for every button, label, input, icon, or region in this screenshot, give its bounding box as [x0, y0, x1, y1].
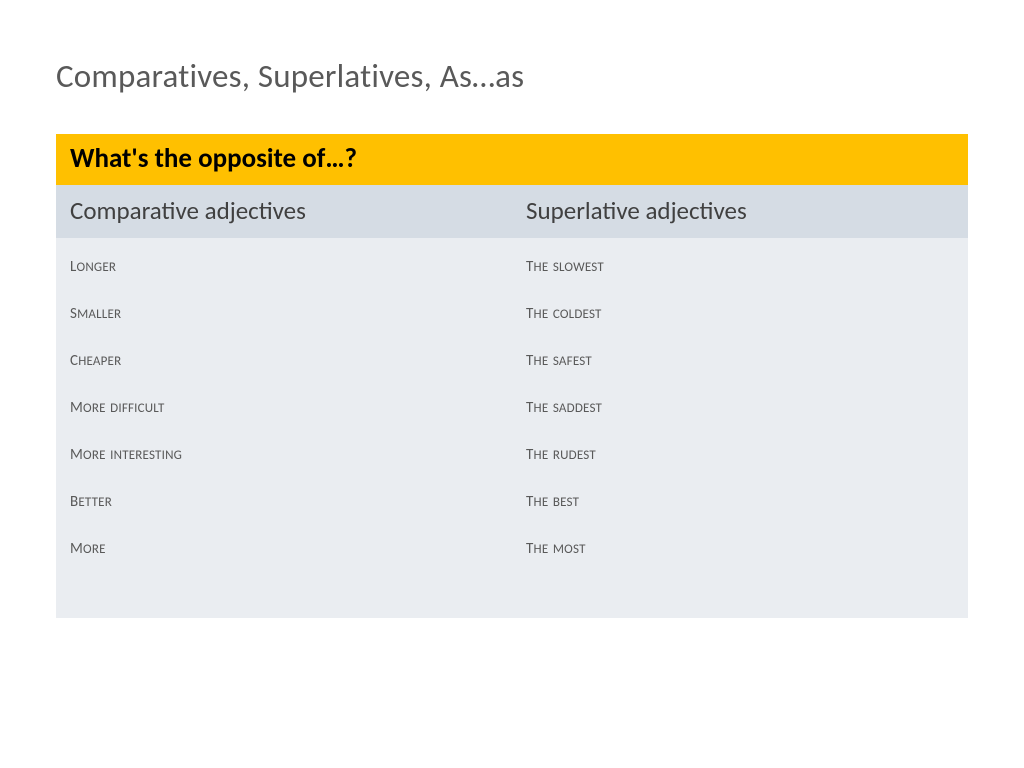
- list-item: The rudest: [526, 442, 954, 463]
- list-item: Better: [70, 489, 498, 510]
- header-comparative: Comparative adjectives: [56, 185, 512, 238]
- slide: Comparatives, Superlatives, As…as What's…: [0, 0, 1024, 768]
- list-item: The safest: [526, 348, 954, 369]
- page-title: Comparatives, Superlatives, As…as: [56, 56, 968, 96]
- list-item: The coldest: [526, 301, 954, 322]
- list-item: The slowest: [526, 254, 954, 275]
- comparatives-column: Longer Smaller Cheaper More difficult Mo…: [56, 238, 512, 618]
- column-headers: Comparative adjectives Superlative adjec…: [56, 185, 968, 238]
- superlatives-column: The slowest The coldest The safest The s…: [512, 238, 968, 618]
- list-item: Longer: [70, 254, 498, 275]
- list-item: Cheaper: [70, 348, 498, 369]
- question-band: What's the opposite of…?: [56, 134, 968, 185]
- list-item: More: [70, 536, 498, 557]
- list-item: The most: [526, 536, 954, 557]
- list-item: The saddest: [526, 395, 954, 416]
- list-item: More difficult: [70, 395, 498, 416]
- header-superlative: Superlative adjectives: [512, 185, 968, 238]
- table-body: Longer Smaller Cheaper More difficult Mo…: [56, 238, 968, 618]
- question-band-text: What's the opposite of…?: [70, 142, 357, 175]
- list-item: The best: [526, 489, 954, 510]
- list-item: More interesting: [70, 442, 498, 463]
- list-item: Smaller: [70, 301, 498, 322]
